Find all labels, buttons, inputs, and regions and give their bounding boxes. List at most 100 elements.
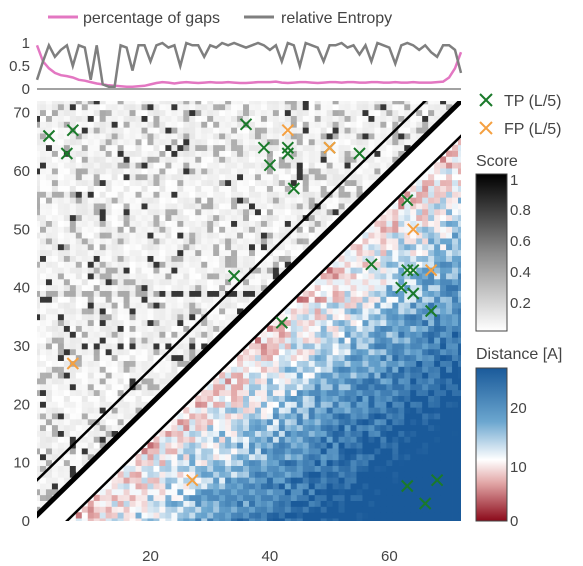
heatmap-cell — [51, 179, 59, 186]
heatmap-cell — [201, 103, 208, 111]
heatmap-cell — [243, 138, 250, 146]
heatmap-cell — [416, 243, 423, 251]
heatmap-cell — [57, 249, 65, 256]
heatmap-cell — [314, 290, 322, 297]
heatmap-cell — [338, 255, 345, 262]
heatmap-cell — [213, 494, 220, 501]
heatmap-cell — [207, 127, 214, 134]
heatmap-cell — [410, 249, 417, 256]
heatmap-cell — [320, 138, 328, 146]
heatmap-cell — [201, 267, 208, 274]
heatmap-cell — [153, 337, 160, 344]
heatmap-cell — [129, 162, 136, 169]
heatmap-cell — [183, 453, 190, 461]
heatmap-cell — [266, 255, 274, 262]
heatmap-cell — [231, 430, 238, 437]
heatmap-cell — [446, 185, 453, 192]
heatmap-cell — [350, 459, 357, 466]
heatmap-cell — [87, 127, 95, 134]
heatmap-cell — [302, 232, 310, 239]
heatmap-cell — [332, 127, 339, 134]
heatmap-cell — [201, 459, 208, 466]
heatmap-cell — [147, 494, 154, 501]
heatmap-cell — [404, 313, 411, 321]
heatmap-cell — [213, 442, 220, 449]
heatmap-cell — [356, 144, 363, 151]
heatmap-cell — [290, 471, 298, 478]
heatmap-cell — [81, 459, 89, 466]
heatmap-cell — [260, 407, 268, 414]
heatmap-cell — [314, 313, 322, 321]
heatmap-cell — [356, 459, 363, 466]
heatmap-cell — [201, 173, 208, 181]
heatmap-cell — [51, 243, 59, 251]
heatmap-cell — [159, 436, 166, 443]
heatmap-cell — [254, 249, 262, 256]
heatmap-cell — [344, 255, 351, 262]
heatmap-cell — [225, 512, 232, 519]
tp-marker — [275, 316, 289, 329]
heatmap-cell — [434, 109, 441, 116]
heatmap-cell — [392, 325, 399, 332]
heatmap-cell — [237, 471, 244, 478]
heatmap-cell — [308, 512, 316, 519]
heatmap-cell — [260, 494, 268, 501]
heatmap-cell — [153, 243, 160, 251]
tp-marker — [281, 141, 295, 154]
heatmap-cell — [153, 325, 160, 332]
heatmap-cell — [243, 296, 250, 303]
heatmap-cell — [201, 226, 208, 233]
heatmap-cell — [416, 278, 423, 286]
heatmap-cell — [422, 302, 429, 309]
heatmap-cell — [165, 302, 172, 309]
heatmap-cell — [332, 436, 339, 443]
heatmap-cell — [446, 273, 453, 280]
heatmap-cell — [111, 325, 119, 332]
heatmap-cell — [392, 255, 399, 262]
heatmap-cell — [37, 407, 41, 414]
heatmap-cell — [314, 121, 322, 128]
heatmap-cell — [225, 436, 232, 443]
heatmap-cell — [37, 214, 41, 221]
heatmap-cell — [404, 477, 411, 484]
heatmap-cell — [386, 424, 393, 431]
heatmap-cell — [111, 343, 119, 350]
heatmap-cell — [177, 319, 184, 326]
heatmap-cell — [404, 101, 411, 105]
heatmap-cell — [296, 150, 304, 157]
heatmap-cell — [386, 267, 393, 274]
heatmap-cell — [99, 121, 107, 128]
heatmap-cell — [37, 255, 41, 262]
heatmap-cell — [69, 191, 77, 198]
heatmap-cell — [243, 494, 250, 501]
heatmap-cell — [350, 115, 357, 122]
heatmap-cell — [362, 249, 369, 256]
heatmap-cell — [93, 273, 101, 280]
heatmap-cell — [69, 144, 77, 151]
heatmap-cell — [314, 465, 322, 472]
heatmap-cell — [362, 436, 369, 443]
heatmap-cell — [111, 366, 119, 373]
heatmap-cell — [159, 197, 166, 204]
heatmap-cell — [446, 430, 453, 437]
heatmap-cell — [189, 168, 196, 175]
heatmap-cell — [344, 424, 351, 431]
heatmap-cell — [99, 290, 107, 297]
heatmap-cell — [37, 127, 41, 134]
heatmap-cell — [266, 389, 274, 396]
heatmap-cell — [45, 488, 53, 496]
heatmap-cell — [368, 407, 375, 414]
heatmap-cell — [296, 313, 304, 321]
heatmap-cell — [290, 197, 298, 204]
heatmap-cell — [368, 372, 375, 379]
heatmap-cell — [338, 203, 345, 210]
heatmap-cell — [183, 448, 190, 455]
heatmap-cell — [147, 395, 154, 402]
heatmap-cell — [326, 278, 333, 286]
heatmap-cell — [332, 506, 339, 513]
heatmap-cell — [356, 343, 363, 350]
heatmap-cell — [81, 278, 89, 286]
heatmap-cell — [422, 290, 429, 297]
heatmap-cell — [308, 471, 316, 478]
heatmap-cell — [308, 331, 316, 338]
